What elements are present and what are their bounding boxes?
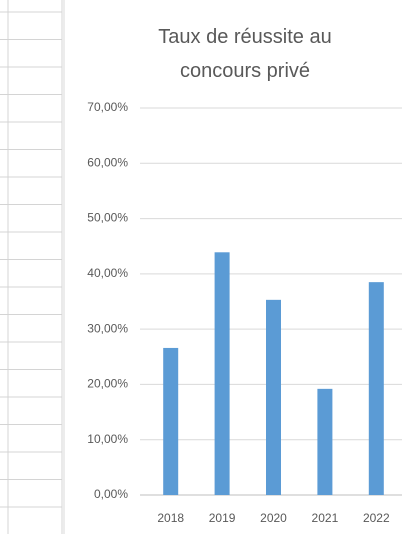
y-tick-label: 60,00% <box>87 155 128 169</box>
y-tick-label: 20,00% <box>87 377 128 391</box>
x-tick-label: 2022 <box>363 511 390 525</box>
bar <box>214 252 230 495</box>
y-tick-label: 30,00% <box>87 321 128 335</box>
bar <box>163 347 179 495</box>
bar <box>266 299 281 495</box>
chart-title: Taux de réussite au concours privé <box>158 26 332 82</box>
y-tick-label: 70,00% <box>87 100 128 114</box>
y-tick-label: 0,00% <box>94 487 128 501</box>
x-tick-label: 2020 <box>260 511 287 525</box>
x-tick-label: 2019 <box>209 511 236 525</box>
y-tick-label: 50,00% <box>87 211 128 225</box>
y-tick-label: 40,00% <box>87 266 128 280</box>
bar <box>317 388 333 495</box>
x-tick-label: 2018 <box>157 511 184 525</box>
bar <box>368 282 384 495</box>
spreadsheet-grid <box>0 0 65 534</box>
x-tick-label: 2021 <box>312 511 339 525</box>
y-tick-label: 10,00% <box>87 432 128 446</box>
